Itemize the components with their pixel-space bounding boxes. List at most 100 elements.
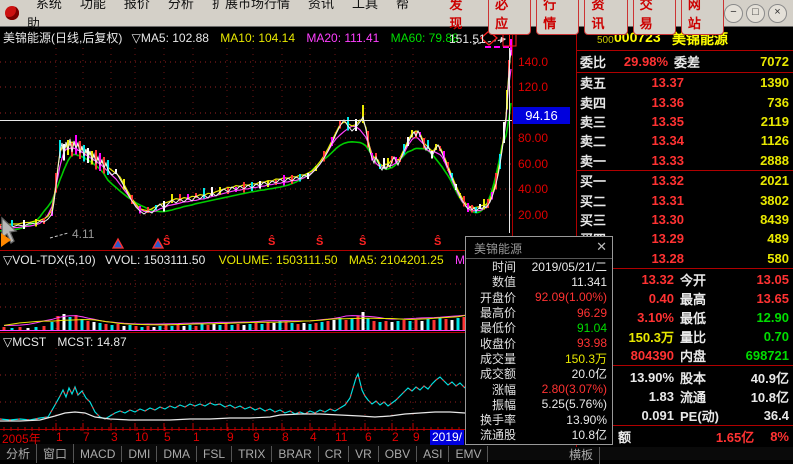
popup-row-value: 2019/05/21/二 <box>531 260 607 275</box>
window-controls: − □ × <box>724 3 787 23</box>
info-label: 最低 <box>680 310 707 326</box>
toolbar-item-right[interactable]: 横板 <box>563 445 601 464</box>
timeline[interactable]: 2005年 2019/ 1 7 3 10 5 1 9 9 8 4 11 6 2 9 <box>0 430 575 446</box>
amount-label: 额 <box>618 429 632 445</box>
menu-item-0[interactable]: 系统 <box>35 0 62 11</box>
minimize-button[interactable]: − <box>724 3 743 23</box>
info-row: 13.32 今开 13.05 <box>577 270 793 289</box>
info-left-value: 13.32 <box>641 271 674 287</box>
quote-info-block-2: 13.90% 股本 40.9亿 1.83 流通 10.8亿 0.091 PE(动) 36.4 <box>577 366 793 426</box>
discover-button[interactable]: 发现 <box>449 0 463 31</box>
popup-row-value: 91.04 <box>576 320 607 335</box>
scroll-left-arrow <box>1 233 11 247</box>
menu-item-3[interactable]: 分析 <box>167 0 194 11</box>
menu-item-6[interactable]: 工具 <box>351 0 378 11</box>
toolbar-item-6[interactable]: TRIX <box>232 446 273 462</box>
popup-row: 成交额 20.0亿 <box>466 366 612 381</box>
timeline-tick-label: 10 <box>135 430 149 444</box>
weibi-label: 委比 <box>580 55 607 70</box>
popup-row-label: 数值 <box>491 275 516 290</box>
toolbar-item-3[interactable]: DMI <box>122 446 158 462</box>
menu-item-7[interactable]: 帮助 <box>26 0 409 31</box>
info-left-value: 3.10% <box>637 309 674 325</box>
toolbar-item-4[interactable]: DMA <box>157 446 198 462</box>
toolbar-item-9[interactable]: VR <box>349 446 379 462</box>
quick-button-1[interactable]: 行 情 <box>536 0 580 35</box>
toolbar-item-11[interactable]: ASI <box>417 446 450 462</box>
ask-label: 卖二 <box>580 134 607 150</box>
info-right-value: 698721 <box>745 347 789 363</box>
bid-label: 买二 <box>580 193 607 209</box>
bid-price: 13.29 <box>651 231 684 247</box>
popup-row-label: 振幅 <box>491 397 516 412</box>
mcst-header: ▽MCST MCST: 14.87 <box>3 335 127 349</box>
maximize-button[interactable]: □ <box>746 3 765 23</box>
bid-price: 13.31 <box>651 192 684 208</box>
popup-row: 开盘价 92.09(1.00%) <box>466 290 612 305</box>
popup-row-label: 开盘价 <box>479 290 516 305</box>
ask-qty: 1390 <box>760 75 789 91</box>
timeline-tick-label: 3 <box>111 430 118 444</box>
menu-item-4[interactable]: 扩展市场行情 <box>211 0 290 11</box>
info-left-value: 150.3万 <box>628 329 674 345</box>
toolbar-item-2[interactable]: MACD <box>74 446 123 462</box>
popup-row-value: 96.29 <box>576 305 607 320</box>
amount-value: 1.65亿 <box>715 429 755 445</box>
ask-price: 13.36 <box>651 94 684 110</box>
bid-levels: 买一13.322021买二13.313802买三13.308439买四13.29… <box>577 171 793 269</box>
popup-row: 时间 2019/05/21/二 <box>466 259 612 274</box>
popup-row-value: 5.25(5.76%) <box>541 397 607 412</box>
vol-ma5-value: MA5: 2104201.25 <box>348 253 444 267</box>
min-arrow-line <box>49 232 69 239</box>
popup-row-value: 92.09(1.00%) <box>534 290 607 305</box>
amount-pct: 8% <box>770 428 789 444</box>
diamond-icon <box>480 30 498 46</box>
toolbar-item-10[interactable]: OBV <box>379 446 418 462</box>
info-right-value: 10.8亿 <box>750 389 789 405</box>
bid-qty: 2021 <box>760 173 789 189</box>
quick-button-2[interactable]: 资 讯 <box>584 0 628 35</box>
dividend-s-marker: Ŝ <box>268 236 276 248</box>
dividend-s-marker: Ŝ <box>359 236 367 248</box>
quick-button-3[interactable]: 交 易 <box>632 0 676 35</box>
popup-row: 收盘价 93.98 <box>466 335 612 351</box>
close-button[interactable]: × <box>768 3 787 23</box>
bid-price: 13.28 <box>651 250 684 266</box>
popup-rows: 时间 2019/05/21/二 数值 11.341 开盘价 92.09(1.00%) 最高价… <box>466 259 612 443</box>
toolbar-item-12[interactable]: EMV <box>449 446 489 462</box>
timeline-tick-label: 9 <box>413 430 420 444</box>
toolbar-item-5[interactable]: FSL <box>197 446 233 462</box>
toolbar-item-7[interactable]: BRAR <box>272 446 319 462</box>
ask-row: 卖三 13.35 2119 <box>577 112 793 131</box>
info-left-value: 13.90% <box>629 369 674 385</box>
vol-indicator-name: ▽VOL-TDX(5,10) <box>3 253 96 267</box>
toolbar-item-8[interactable]: CR <box>319 446 350 462</box>
quick-button-4[interactable]: 网 站 <box>680 0 725 35</box>
popup-titlebar[interactable]: 美锦能源 ✕ <box>466 237 612 259</box>
ask-price: 13.33 <box>651 152 684 168</box>
popup-row-value: 11.341 <box>571 274 607 289</box>
popup-row-label: 收盘价 <box>479 336 516 351</box>
info-right-value: 12.90 <box>756 309 789 325</box>
ask-price: 13.35 <box>651 113 684 129</box>
flag-marker <box>111 237 125 249</box>
popup-row-label: 换手率 <box>479 413 516 428</box>
popup-row: 最高价 96.29 <box>466 305 612 321</box>
vol-ma10-line <box>3 309 510 326</box>
info-row: 804390 内盘 698721 <box>577 346 793 365</box>
kline-info-popup[interactable]: 美锦能源 ✕ 时间 2019/05/21/二 数值 11.341 开盘价 92.09(1.… <box>465 236 613 445</box>
crosshair-price-label: 94.16 <box>513 107 570 124</box>
popup-row-value: 20.0亿 <box>571 367 607 382</box>
menu-item-5[interactable]: 资讯 <box>307 0 334 11</box>
close-icon[interactable]: ✕ <box>596 239 607 254</box>
menu-item-1[interactable]: 功能 <box>79 0 106 11</box>
menu-item-2[interactable]: 报价 <box>123 0 150 11</box>
popup-row: 数值 11.341 <box>466 274 612 290</box>
popup-row: 流通股 10.8亿 <box>466 427 612 442</box>
info-row: 1.83 流通 10.8亿 <box>577 387 793 406</box>
ma10-value: MA10: 104.14 <box>220 31 296 45</box>
timeline-tick-label: 4 <box>310 430 317 444</box>
info-left-value: 804390 <box>630 347 674 363</box>
quick-button-0[interactable]: 必 应 <box>488 0 532 35</box>
bid-label: 买三 <box>580 212 607 228</box>
